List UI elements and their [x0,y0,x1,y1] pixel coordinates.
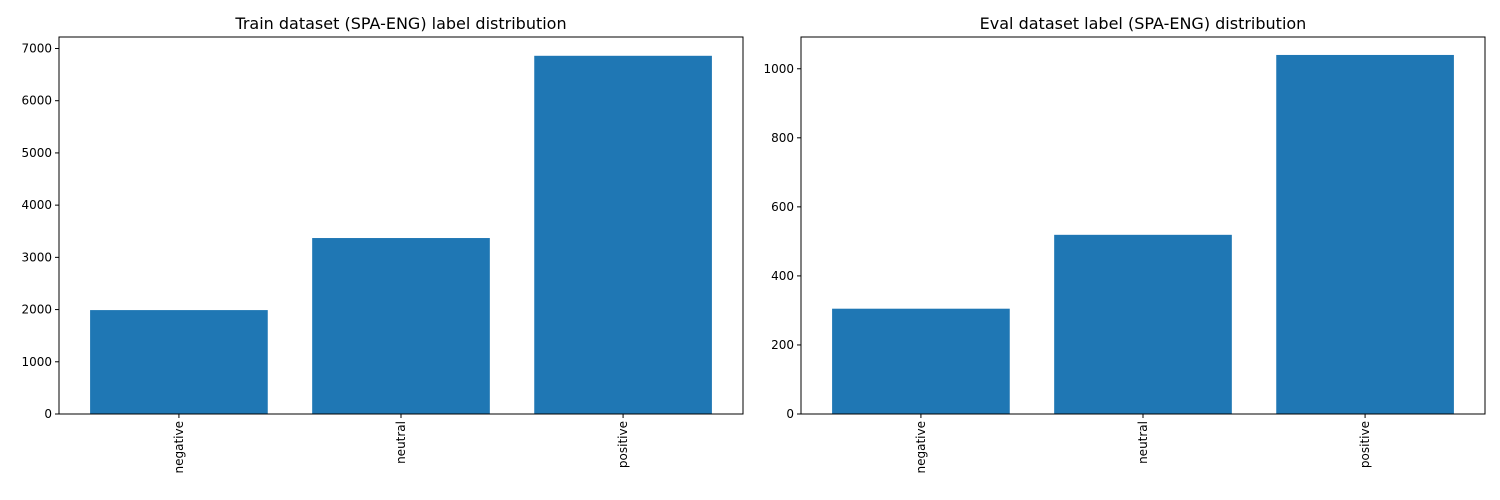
y-tick-label: 200 [771,338,794,352]
bar-positive [534,55,712,414]
x-tick-label: neutral [1136,421,1150,464]
y-axis-ticks: 0 200 400 600 800 1000 [763,62,801,421]
bar-negative [832,308,1010,414]
y-tick-label: 6000 [21,94,52,108]
y-tick-label: 4000 [21,198,52,212]
y-tick-label: 3000 [21,250,52,264]
y-tick-label: 2000 [21,303,52,317]
y-tick-label: 0 [786,407,794,421]
x-tick-label: positive [1358,421,1372,468]
y-tick-label: 600 [771,200,794,214]
y-tick-label: 5000 [21,146,52,160]
y-tick-label: 7000 [21,41,52,55]
x-tick-label: neutral [394,421,408,464]
y-tick-label: 1000 [763,62,794,76]
bars [90,55,712,414]
train-chart-panel: Train dataset (SPA-ENG) label distributi… [21,14,744,473]
x-tick-label: negative [172,421,186,473]
eval-chart-panel: Eval dataset label (SPA-ENG) distributio… [763,14,1486,473]
bars [832,54,1454,414]
axes-frame [800,36,1486,415]
y-tick-label: 1000 [21,355,52,369]
chart-title: Train dataset (SPA-ENG) label distributi… [234,14,566,33]
y-tick-label: 800 [771,131,794,145]
bar-positive [1276,54,1454,414]
y-tick-label: 0 [44,407,52,421]
x-axis-ticks: negative neutral positive [914,414,1372,473]
x-tick-label: positive [616,421,630,468]
bar-negative [90,310,268,414]
y-axis-ticks: 0 1000 2000 3000 4000 5000 6000 7000 [21,41,59,421]
x-axis-ticks: negative neutral positive [172,414,630,473]
chart-title: Eval dataset label (SPA-ENG) distributio… [980,14,1307,33]
bar-neutral [1054,234,1232,414]
axes-frame [58,36,744,415]
bar-neutral [312,238,490,414]
x-tick-label: negative [914,421,928,473]
y-tick-label: 400 [771,269,794,283]
